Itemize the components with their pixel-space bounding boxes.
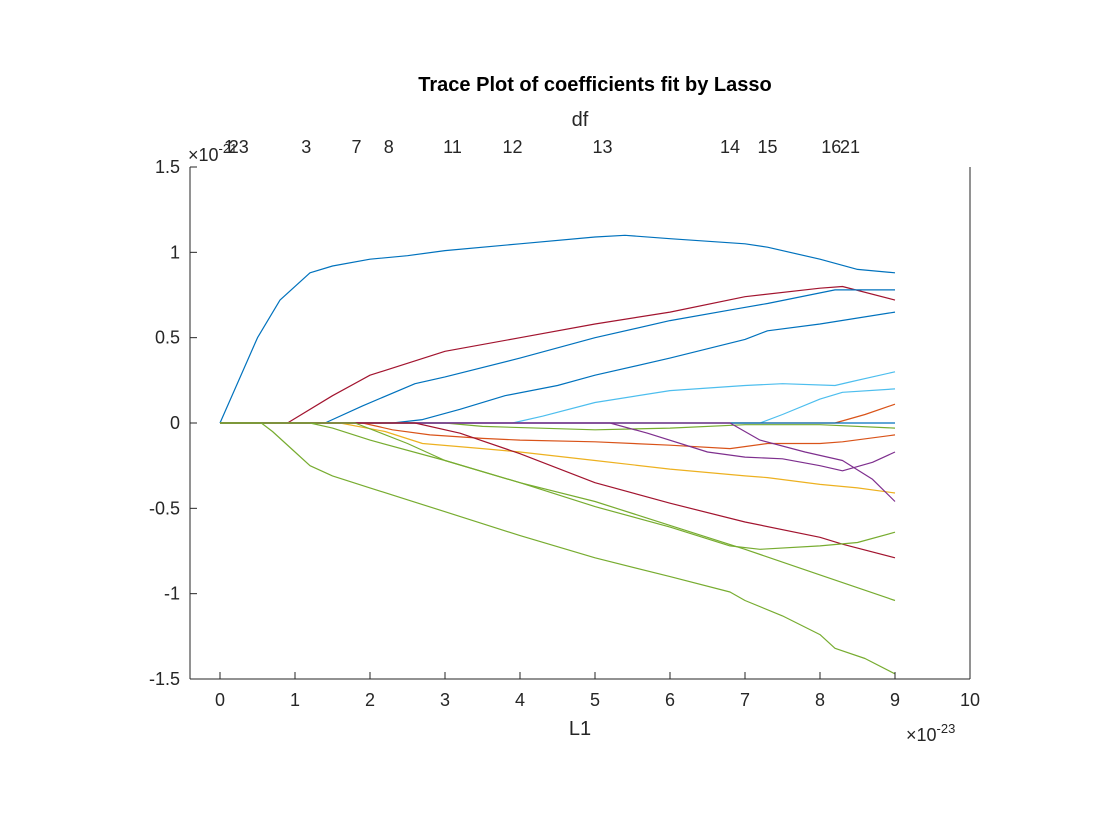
x-exponent-label: ×10-23 <box>906 721 955 745</box>
series-line-15 <box>220 422 896 550</box>
series-line-13 <box>220 422 896 502</box>
series-line-17 <box>220 422 896 675</box>
y-exponent-power: -21 <box>219 141 238 156</box>
df-tick-label: 23 <box>229 137 249 157</box>
svg-text:×10-21: ×10-21 <box>188 141 237 165</box>
x-exponent-power: -23 <box>937 721 956 736</box>
df-tick-label: 13 <box>592 137 612 157</box>
series-layer <box>219 234 896 675</box>
df-tick-label: 21 <box>840 137 860 157</box>
df-tick-label: 11 <box>443 137 462 157</box>
df-tick-label: 12 <box>502 137 522 157</box>
series-line-14 <box>220 422 896 559</box>
x-tick-label: 4 <box>515 690 525 710</box>
df-tick-label: 14 <box>720 137 740 157</box>
y-tick-label: -1 <box>164 584 180 604</box>
y-tick-label: 0 <box>170 413 180 433</box>
x-axis-label: L1 <box>569 718 591 740</box>
x-tick-label: 8 <box>815 690 825 710</box>
df-tick-label: 15 <box>757 137 777 157</box>
chart-title: Trace Plot of coefficients fit by Lasso <box>418 74 771 96</box>
y-ticks: 1.5 1 0.5 0 -0.5 -1 -1.5 <box>149 157 197 689</box>
x-tick-label: 6 <box>665 690 675 710</box>
series-line-11 <box>220 422 896 494</box>
df-tick-label: 3 <box>301 137 311 157</box>
series-line-2 <box>220 285 896 424</box>
x-tick-label: 0 <box>215 690 225 710</box>
series-line-10 <box>220 422 896 450</box>
x-exponent-base: ×10 <box>906 725 937 745</box>
x-tick-label: 3 <box>440 690 450 710</box>
top-axis-label: df <box>572 109 589 131</box>
x-tick-label: 1 <box>290 690 300 710</box>
series-line-5 <box>220 371 896 424</box>
df-tick-label: 8 <box>384 137 394 157</box>
x-tick-label: 5 <box>590 690 600 710</box>
series-line-16 <box>220 422 896 602</box>
y-tick-label: 0.5 <box>155 328 180 348</box>
y-tick-label: 1.5 <box>155 157 180 177</box>
x-tick-label: 7 <box>740 690 750 710</box>
y-tick-label: -0.5 <box>149 498 180 518</box>
df-tick-label: 1 <box>224 137 234 157</box>
y-exponent-label: ×10-21 <box>188 141 237 165</box>
x-tick-label: 9 <box>890 690 900 710</box>
y-exponent-base: ×10 <box>188 145 219 165</box>
series-line-4 <box>220 311 896 424</box>
series-line-1 <box>219 234 896 424</box>
x-ticks: 0 1 2 3 4 5 6 7 8 9 10 <box>215 672 980 710</box>
series-line-3 <box>220 289 895 424</box>
svg-text:×10-23: ×10-23 <box>906 721 955 745</box>
series-line-12 <box>220 422 896 472</box>
x-tick-label: 10 <box>960 690 980 710</box>
y-tick-label: 1 <box>170 242 180 262</box>
y-tick-label: -1.5 <box>149 669 180 689</box>
x-tick-label: 2 <box>365 690 375 710</box>
df-tick-label: 16 <box>821 137 841 157</box>
df-tick-label: 7 <box>351 137 361 157</box>
